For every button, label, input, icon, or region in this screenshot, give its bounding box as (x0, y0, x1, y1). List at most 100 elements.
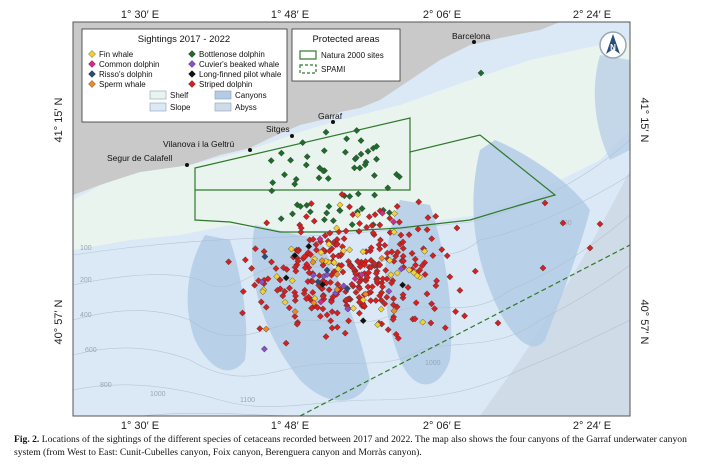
sighting-marker-236 (294, 257, 302, 265)
sighting-marker-99 (386, 214, 394, 222)
sighting-marker-395 (316, 235, 324, 243)
sighting-marker-310 (372, 270, 380, 277)
sighting-marker-88 (322, 333, 330, 340)
sighting-marker-335 (260, 248, 268, 255)
sighting-marker-57 (267, 157, 275, 164)
legend-marker-4 (88, 70, 96, 78)
sighting-marker-350 (286, 284, 293, 292)
sighting-marker-349 (395, 334, 402, 342)
sighting-marker-362 (334, 265, 342, 273)
sighting-marker-101 (242, 256, 249, 264)
sitges-dot (290, 134, 294, 138)
sighting-marker-193 (443, 252, 451, 260)
sighting-marker-34 (371, 172, 378, 179)
sighting-marker-1 (348, 221, 356, 228)
sighting-marker-339 (384, 326, 392, 334)
sighting-marker-183 (386, 229, 394, 236)
north-letter: N (610, 43, 616, 52)
lat-tick-left-2: 40° 57′ N (53, 299, 65, 344)
sighting-marker-311 (428, 235, 436, 243)
sighting-marker-426 (309, 258, 317, 266)
sighting-marker-380 (340, 247, 347, 255)
lat-tick-right-2: 40° 57′ N (638, 300, 650, 345)
sighting-marker-403 (261, 345, 268, 353)
sighting-marker-345 (381, 241, 389, 249)
sighting-marker-176 (304, 278, 312, 285)
sighting-marker-316 (251, 281, 258, 289)
sighting-marker-415 (399, 281, 406, 289)
sighting-marker-303 (291, 313, 299, 320)
legend-spami-label: SPAMI (321, 65, 345, 74)
sighting-marker-291 (364, 283, 372, 291)
sighting-marker-342 (432, 282, 440, 290)
legend-marker-5 (188, 70, 196, 78)
sighting-marker-91 (365, 213, 373, 221)
sighting-marker-321 (431, 305, 438, 313)
sighting-marker-431 (541, 199, 549, 207)
sighting-marker-223 (414, 225, 422, 233)
sighting-marker-262 (292, 292, 299, 300)
sighting-marker-369 (386, 257, 394, 264)
legend-label-4: Risso's dolphin (99, 70, 153, 79)
sighting-marker-435 (539, 264, 547, 272)
canyon-cunit-cubelles (187, 235, 247, 371)
sighting-marker-3 (289, 210, 296, 218)
legend-species-title: Sightings 2017 - 2022 (138, 34, 230, 45)
depth-label-1: 100 (80, 245, 92, 252)
sighting-marker-276 (328, 298, 335, 306)
sighting-marker-368 (393, 269, 401, 277)
sighting-marker-358 (373, 278, 381, 285)
sighting-marker-364 (273, 273, 281, 280)
sighting-marker-382 (377, 305, 385, 313)
sighting-marker-341 (390, 257, 398, 265)
place-label-barcelona: Barcelona (452, 31, 491, 41)
sighting-marker-121 (309, 235, 317, 243)
lon-tick-top-4: 2° 24′ E (573, 9, 611, 21)
sighting-marker-182 (382, 266, 390, 274)
sighting-marker-89 (309, 289, 317, 296)
sighting-marker-289 (333, 236, 341, 243)
sighting-marker-385 (288, 245, 295, 253)
sighting-marker-45 (371, 191, 378, 199)
sighting-marker-422 (310, 299, 318, 307)
sighting-marker-278 (281, 288, 289, 295)
sighting-marker-302 (248, 265, 255, 272)
sighting-marker-285 (225, 258, 232, 266)
sighting-marker-308 (303, 295, 310, 303)
sighting-marker-128 (323, 311, 331, 319)
lat-tick-left-1: 41° 15′ N (53, 97, 65, 142)
sighting-marker-163 (268, 258, 275, 266)
sighting-marker-355 (367, 257, 375, 264)
sighting-marker-319 (291, 297, 299, 304)
sighting-marker-230 (319, 285, 326, 292)
sighting-marker-413 (261, 253, 269, 260)
sighting-marker-333 (274, 286, 281, 294)
sighting-marker-169 (307, 200, 315, 207)
sighting-marker-19 (364, 148, 372, 155)
sighting-marker-434 (586, 244, 594, 252)
sighting-marker-332 (376, 245, 384, 253)
sighting-marker-244 (317, 312, 324, 320)
lon-tick-bottom-4: 2° 24′ E (573, 420, 611, 432)
sighting-marker-157 (307, 251, 314, 258)
sighting-marker-118 (429, 252, 437, 259)
sighting-marker-258 (456, 287, 464, 294)
sighting-marker-47 (396, 173, 403, 181)
legend-marker-1 (188, 50, 196, 58)
sighting-marker-69 (352, 288, 360, 296)
sighting-marker-116 (399, 245, 407, 252)
sighting-marker-108 (276, 276, 284, 284)
sighting-marker-371 (325, 240, 333, 248)
legend-zone-label-1: Canyons (235, 91, 267, 100)
sighting-marker-11 (361, 161, 369, 169)
legend-marker-6 (88, 80, 96, 88)
sighting-marker-360 (359, 296, 367, 304)
lat-tick-right-1: 41° 15′ N (638, 98, 650, 143)
sighting-marker-35 (336, 207, 344, 214)
depth-label-7: 1100 (240, 397, 255, 404)
sighting-marker-296 (252, 245, 259, 253)
sighting-marker-334 (379, 275, 387, 283)
sighting-marker-416 (305, 243, 313, 250)
sighting-marker-414 (314, 278, 322, 286)
sighting-marker-23 (357, 137, 365, 144)
